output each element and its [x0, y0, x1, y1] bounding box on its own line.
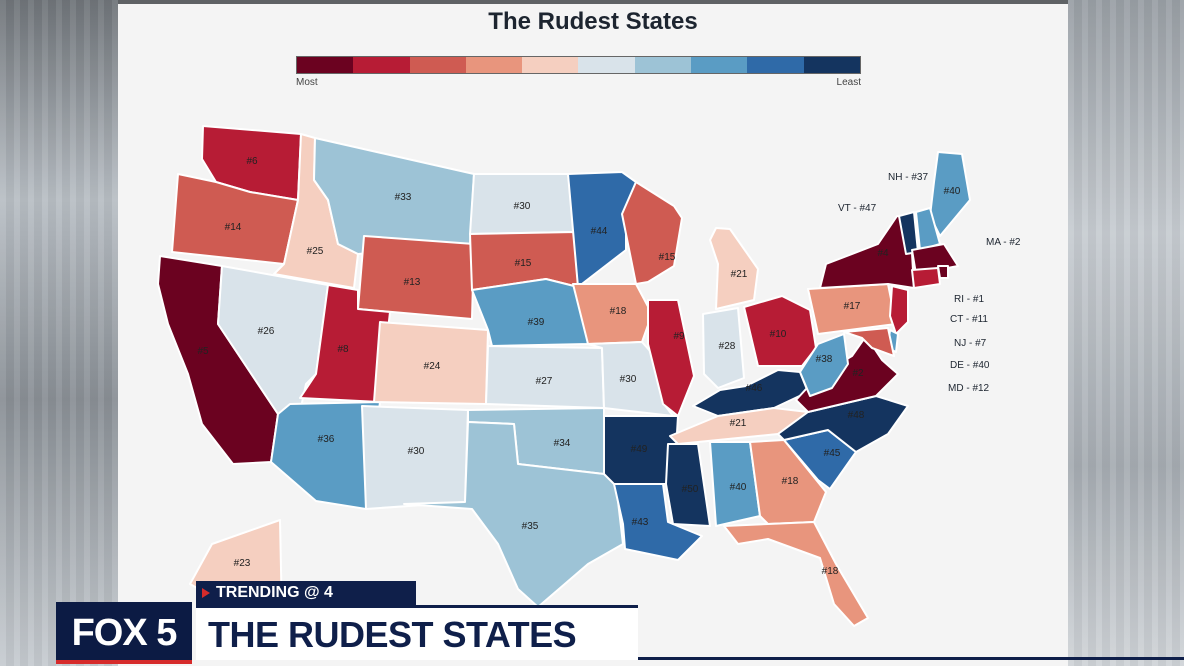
legend-color-scale: [296, 56, 861, 74]
callout-md: MD - #12: [948, 383, 990, 394]
state-rank-sc: #45: [824, 448, 841, 459]
color-legend: Most Least: [296, 56, 861, 90]
map-title: The Rudest States: [488, 8, 698, 35]
state-ne: [471, 278, 589, 347]
state-rank-wa: #6: [246, 156, 258, 167]
state-il: [647, 299, 695, 417]
headline-underline: [638, 657, 1184, 660]
callout-ct: CT - #11: [950, 314, 988, 325]
legend-most-label: Most: [296, 77, 318, 88]
studio-background-right: [1068, 0, 1184, 666]
state-rank-az: #36: [318, 434, 335, 445]
state-rank-nc: #48: [848, 410, 865, 421]
state-la: [613, 483, 703, 561]
station-logo: FOX 5: [56, 602, 192, 664]
state-rank-nd: #30: [514, 201, 531, 212]
trending-banner: TRENDING @ 4: [196, 581, 416, 605]
legend-swatch-8: [691, 57, 748, 73]
state-wi: [621, 181, 683, 285]
state-rank-ut: #8: [337, 344, 349, 355]
state-rank-nm: #30: [408, 446, 425, 457]
state-rank-wv: #38: [816, 354, 833, 365]
legend-swatch-5: [522, 57, 579, 73]
state-ct: [911, 267, 941, 289]
state-rank-oh: #10: [770, 329, 787, 340]
legend-swatch-3: [409, 57, 466, 73]
trending-label: TRENDING @ 4: [216, 584, 333, 601]
state-rank-ks: #27: [536, 376, 553, 387]
legend-swatch-6: [578, 57, 635, 73]
state-mi: [709, 227, 759, 310]
state-rank-me: #40: [944, 186, 961, 197]
state-rank-mn: #44: [591, 226, 608, 237]
state-rank-wi: #15: [659, 252, 676, 263]
state-rank-fl: #18: [822, 566, 839, 577]
state-nj: [889, 285, 909, 335]
state-rank-ia: #18: [610, 306, 627, 317]
state-rank-or: #14: [225, 222, 242, 233]
state-ms: [665, 443, 711, 527]
callout-ri: RI - #1: [954, 294, 984, 305]
state-rank-la: #43: [632, 517, 649, 528]
state-rank-ar: #49: [631, 444, 648, 455]
state-fl: [723, 521, 869, 627]
state-rank-sd: #15: [515, 258, 532, 269]
legend-swatch-2: [353, 57, 410, 73]
callout-nj: NJ - #7: [954, 338, 987, 349]
state-rank-ms: #50: [682, 484, 699, 495]
state-rank-ok: #34: [554, 438, 571, 449]
state-rank-mo: #30: [620, 374, 637, 385]
legend-swatch-7: [634, 57, 692, 73]
state-me: [929, 151, 971, 237]
state-rank-mt: #33: [395, 192, 412, 203]
state-rank-va: #2: [852, 368, 864, 379]
legend-swatch-9: [747, 57, 804, 73]
callout-ma: MA - #2: [986, 237, 1021, 248]
legend-least-label: Least: [836, 77, 861, 88]
state-rank-tn: #21: [730, 418, 747, 429]
lower-third-graphic: TRENDING @ 4 FOX 5 THE RUDEST STATES: [0, 578, 1184, 666]
map-panel: The Rudest States Most Least #6 #14 #5 #25 #…: [118, 4, 1068, 666]
studio-background-left: [0, 0, 118, 666]
state-rank-nv: #26: [258, 326, 275, 337]
headline-text: THE RUDEST STATES: [208, 614, 577, 655]
state-rank-id: #25: [307, 246, 324, 257]
callout-nh: NH - #37: [888, 172, 928, 183]
state-rank-ne: #39: [528, 317, 545, 328]
state-rank-mi: #21: [731, 269, 748, 280]
callout-de: DE - #40: [950, 360, 990, 371]
state-rank-ca: #5: [197, 346, 209, 357]
state-nm: [361, 405, 469, 510]
state-md: [843, 327, 895, 357]
state-rank-il: #9: [673, 331, 685, 342]
state-ny: [819, 215, 915, 289]
callout-vt: VT - #47: [838, 203, 877, 214]
state-rank-co: #24: [424, 361, 441, 372]
legend-swatch-4: [465, 57, 523, 73]
state-rank-al: #40: [730, 482, 747, 493]
headline-bar: THE RUDEST STATES: [196, 605, 638, 660]
state-rank-ga: #18: [782, 476, 799, 487]
play-arrow-icon: [202, 588, 210, 598]
state-tx: [403, 421, 624, 608]
state-in: [702, 307, 745, 389]
us-map: #6 #14 #5 #25 #26 #33 #13 #8 #36 #24 #30 #30 #15 #39 #…: [157, 125, 1021, 627]
state-rank-tx: #35: [522, 521, 539, 532]
state-wy: [357, 235, 475, 320]
state-rank-ak: #23: [234, 558, 251, 569]
state-rank-in: #28: [719, 341, 736, 352]
state-rank-ky: #46: [746, 383, 763, 394]
legend-swatch-10: [803, 57, 860, 73]
state-wv: [799, 333, 849, 397]
state-rank-ny: #4: [877, 248, 889, 259]
legend-swatch-1: [297, 57, 354, 73]
state-rank-pa: #17: [844, 301, 861, 312]
state-rank-wy: #13: [404, 277, 421, 288]
